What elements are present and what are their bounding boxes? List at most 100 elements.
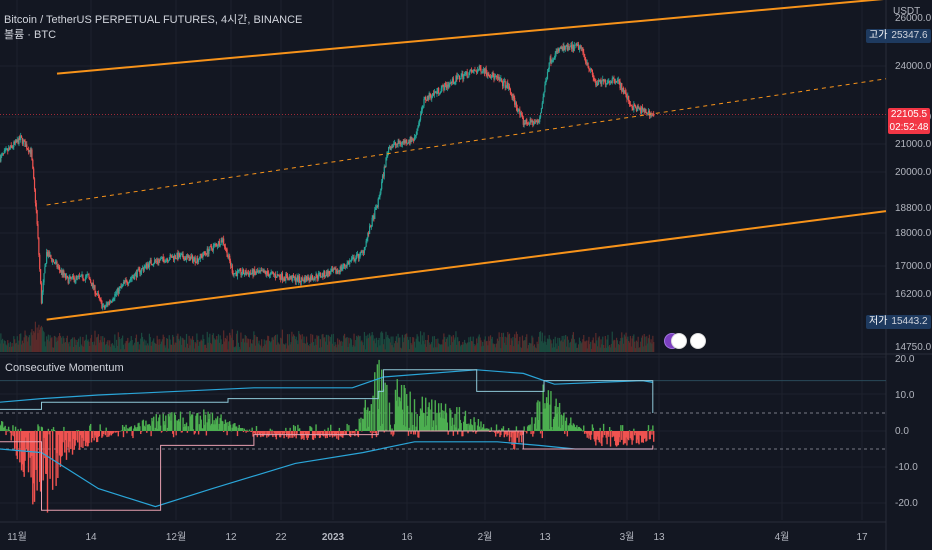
- price-tick-4: 20000.0: [895, 167, 932, 178]
- volume-bar-649: [559, 341, 562, 352]
- us-flag-icon[interactable]: [671, 333, 687, 349]
- volume-bar-123: [105, 343, 107, 352]
- hist-bar-236: [203, 409, 205, 431]
- candle-body-27: [22, 140, 24, 144]
- candle-body-265: [228, 255, 230, 258]
- hist-bar-490: [422, 412, 424, 431]
- hist-bar-174: [149, 425, 151, 431]
- volume-bar-134: [115, 348, 117, 352]
- hist-bar-391: [336, 431, 339, 433]
- candle-body-239: [205, 253, 207, 255]
- time-axis[interactable]: 11월 14 12월 12 22 2023 16 2월 13 3월 13 4월 17: [7, 531, 868, 543]
- candle-body-292: [251, 269, 253, 274]
- volume-bar-367: [316, 335, 318, 352]
- volume-bar-296: [255, 345, 257, 352]
- candle-body-202: [173, 255, 176, 260]
- hist-bar-99: [84, 431, 87, 447]
- hist-bar-627: [540, 429, 543, 431]
- volume-bar-286: [246, 342, 248, 352]
- volume-bar-369: [318, 335, 320, 352]
- candle-body-606: [522, 117, 524, 125]
- volume-bar-611: [527, 348, 529, 352]
- volume-bar-489: [421, 335, 423, 352]
- candle-body-54: [46, 252, 48, 264]
- hist-bar-364: [313, 431, 316, 437]
- candle-body-117: [100, 298, 102, 301]
- candle-body-560: [482, 68, 485, 72]
- candle-body-540: [465, 71, 467, 73]
- price-tick-3: 21000.0: [895, 139, 932, 150]
- volume-bar-182: [156, 335, 158, 352]
- volume-bar-534: [460, 344, 462, 352]
- candlesticks[interactable]: [0, 41, 655, 311]
- candle-body-478: [412, 139, 414, 141]
- volume-bar-463: [399, 337, 401, 352]
- volume-bar-19: [15, 342, 18, 352]
- indicator-title[interactable]: Consecutive Momentum: [5, 362, 124, 374]
- hist-bar-24: [20, 428, 22, 431]
- hist-bar-667: [575, 427, 577, 431]
- candle-body-310: [267, 271, 269, 274]
- hist-bar-401: [345, 431, 347, 435]
- hist-bar-501: [431, 426, 434, 431]
- hist-bar-613: [528, 425, 531, 431]
- hist-bar-437: [376, 364, 379, 431]
- candle-body-582: [501, 82, 504, 87]
- candle-body-728: [628, 95, 630, 102]
- candle-body-567: [489, 76, 491, 77]
- hist-bar-247: [212, 424, 214, 431]
- candle-body-493: [425, 97, 427, 101]
- volume-bar-478: [412, 337, 414, 352]
- volume-bar-596: [514, 334, 516, 352]
- candle-body-683: [589, 69, 591, 71]
- candle-body-425: [366, 237, 368, 241]
- candle-body-97: [83, 279, 85, 281]
- indicator-pane[interactable]: [0, 359, 886, 513]
- volume-bar-603: [520, 347, 522, 352]
- us-flag-icon-2[interactable]: [690, 333, 706, 349]
- volume-bar-250: [215, 339, 217, 352]
- candle-body-28: [23, 140, 25, 142]
- volume-bar-26: [21, 340, 24, 352]
- volume-title[interactable]: 볼륨 · BTC: [4, 29, 57, 41]
- hist-bar-483: [416, 414, 418, 431]
- candle-body-249: [214, 243, 216, 245]
- candle-body-617: [532, 120, 534, 126]
- hist-bar-523: [450, 425, 453, 431]
- volume-bar-660: [569, 342, 571, 352]
- candle-body-407: [350, 259, 353, 261]
- hist-bar-320: [275, 431, 278, 440]
- candle-body-744: [641, 107, 644, 110]
- regression-channel[interactable]: [0, 0, 887, 321]
- price-axis[interactable]: 26000.024000.022000.021000.020000.018800…: [895, 13, 932, 353]
- hist-bar-318: [273, 431, 276, 434]
- hist-bar-708: [610, 430, 613, 431]
- hist-bar-2: [1, 420, 3, 431]
- hist-bar-205: [176, 420, 178, 431]
- volume-bar-497: [428, 342, 430, 352]
- volume-bar-574: [495, 347, 497, 352]
- hist-bar-20: [16, 431, 18, 460]
- volume-bar-161: [138, 349, 140, 352]
- volume-bar-73: [62, 336, 64, 352]
- hist-bar-58: [49, 431, 51, 479]
- candle-body-329: [283, 278, 285, 280]
- hist-bar-239: [205, 431, 208, 436]
- volume-bar-732: [631, 338, 633, 352]
- hist-bar-542: [467, 431, 469, 434]
- volume-bar-86: [73, 337, 75, 352]
- hist-bar-96: [82, 431, 84, 448]
- hist-bar-150: [128, 427, 131, 431]
- candle-body-604: [520, 113, 523, 115]
- volume-bar-653: [563, 335, 565, 352]
- volume-bar-194: [166, 338, 169, 352]
- candle-body-563: [485, 68, 487, 74]
- candle-body-218: [187, 255, 189, 257]
- volume-bar-571: [492, 343, 494, 352]
- candle-body-677: [584, 54, 586, 58]
- symbol-title[interactable]: Bitcoin / TetherUS PERPETUAL FUTURES, 4시…: [4, 14, 303, 26]
- volume-bar-228: [196, 333, 198, 352]
- volume-bar-588: [507, 331, 509, 352]
- volume-bar-13: [10, 346, 12, 352]
